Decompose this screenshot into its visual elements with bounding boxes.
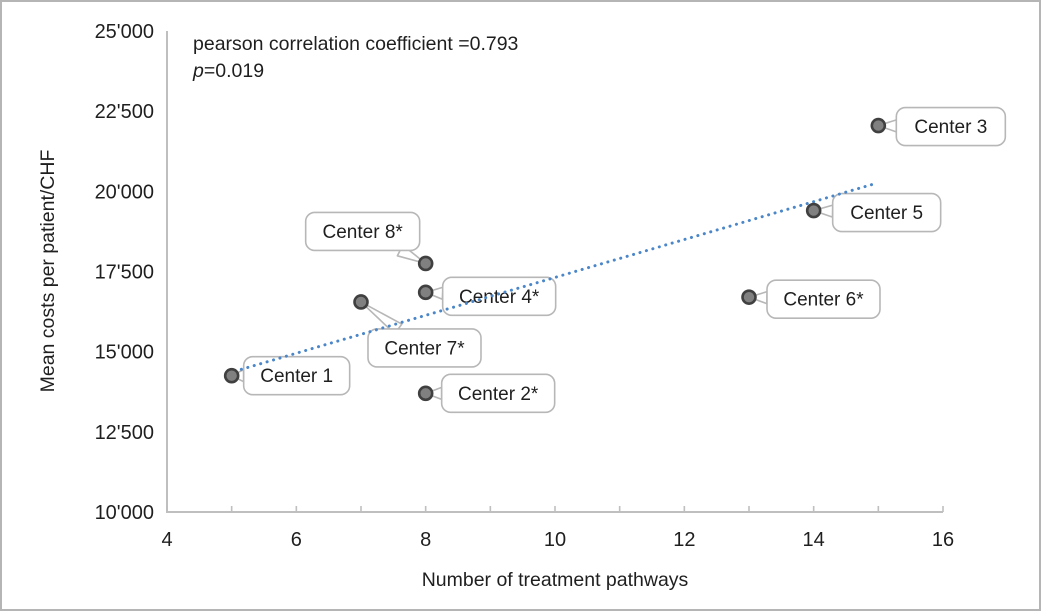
callout-label: Center 7* xyxy=(384,338,465,359)
data-point-center-7 xyxy=(353,294,369,310)
callout-box xyxy=(895,106,1007,147)
x-tick-label: 14 xyxy=(803,529,825,551)
trendline-layer xyxy=(233,182,877,373)
callouts-layer: Center 1 Center 2* Center 3 Center 4* Center… xyxy=(230,106,1007,414)
y-tick-label: 20'000 xyxy=(95,181,154,203)
y-tick-label: 22'500 xyxy=(95,101,154,123)
data-point-center-2 xyxy=(417,385,434,402)
x-axis-title: Number of treatment pathways xyxy=(422,569,689,591)
callout-center-5: Center 5 xyxy=(812,192,942,233)
callout-center-3: Center 3 xyxy=(877,106,1007,147)
y-tick-label: 12'500 xyxy=(95,422,154,444)
trendline xyxy=(233,182,877,373)
callout-box xyxy=(440,373,556,414)
p-value-text: =0.019 xyxy=(204,60,264,82)
callout-label: Center 4* xyxy=(459,287,540,308)
callout-box xyxy=(766,279,881,319)
callout-box xyxy=(242,355,351,396)
callout-box xyxy=(367,328,482,368)
callout-label: Center 3 xyxy=(914,117,987,138)
data-point-center-8 xyxy=(417,255,434,272)
data-point-center-3 xyxy=(870,117,887,134)
correlation-annotation-line1: pearson correlation coefficient =0.793 xyxy=(193,33,518,55)
y-tick-label: 17'500 xyxy=(95,262,154,284)
y-tick-label: 10'000 xyxy=(95,502,154,524)
x-tick-label: 10 xyxy=(544,529,566,551)
callout-center-8: Center 8* xyxy=(304,211,427,265)
callout-center-7: Center 7* xyxy=(360,301,482,368)
data-point-center-4 xyxy=(417,284,434,301)
callout-center-6: Center 6* xyxy=(748,279,881,319)
callout-box xyxy=(304,211,421,252)
x-tick-label: 16 xyxy=(932,529,954,551)
callout-label: Center 5 xyxy=(850,203,923,224)
axes-layer: 4 6 8 10 12 14 16 10'000 12'500 15'000 17'500 20'00… xyxy=(95,21,955,551)
callout-label: Center 1 xyxy=(260,366,333,387)
callout-box xyxy=(441,276,557,317)
y-axis-title: Mean costs per patient/CHF xyxy=(37,150,59,393)
callout-center-4: Center 4* xyxy=(424,276,557,317)
callout-label: Center 6* xyxy=(783,290,864,311)
markers-layer xyxy=(223,117,887,402)
y-tick-label: 25'000 xyxy=(95,21,154,43)
x-tick-label: 6 xyxy=(291,529,302,551)
data-point-center-6 xyxy=(741,289,757,305)
x-tick-label: 12 xyxy=(673,529,695,551)
callout-label: Center 8* xyxy=(323,222,404,243)
p-symbol: p xyxy=(192,60,204,82)
callout-center-1: Center 1 xyxy=(230,355,351,396)
x-tick-label: 4 xyxy=(161,529,172,551)
data-point-center-1 xyxy=(223,367,240,384)
correlation-annotation-line2: p=0.019 xyxy=(192,60,264,82)
callout-box xyxy=(831,192,942,233)
data-point-center-5 xyxy=(805,202,822,219)
callout-center-2: Center 2* xyxy=(424,373,556,414)
y-tick-label: 15'000 xyxy=(95,342,154,364)
x-tick-label: 8 xyxy=(420,529,431,551)
callout-label: Center 2* xyxy=(458,384,539,405)
